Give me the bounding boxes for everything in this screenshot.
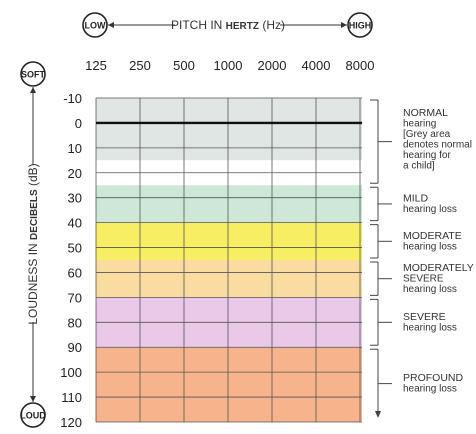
frequency-ticks: 125 250 500 1000 2000 4000 8000	[85, 58, 374, 73]
pitch-axis-title: PITCH IN HERTZ (Hz)	[171, 18, 285, 32]
category-heading: MODERATELY	[403, 262, 474, 274]
high-badge	[347, 12, 373, 38]
x-tick-2000: 2000	[258, 58, 287, 73]
pitch-arrowhead-right	[341, 22, 347, 28]
category-text: hearing loss	[403, 384, 457, 395]
band-6	[96, 347, 362, 422]
y-tick-110: 110	[61, 390, 82, 405]
x-tick-500: 500	[173, 58, 195, 73]
category-text: hearing loss	[403, 241, 457, 252]
x-tick-1000: 1000	[214, 58, 243, 73]
category-text: hearing for	[403, 150, 451, 161]
category-heading: NORMAL	[403, 107, 448, 119]
y-tick-70: 70	[68, 290, 82, 305]
loud-label: LOUD	[20, 411, 46, 421]
y-tick-120: 120	[60, 415, 82, 430]
y-tick--10: -10	[63, 91, 82, 106]
band-2	[96, 185, 362, 223]
category-text: hearing loss	[403, 284, 457, 295]
category-heading: SEVERE	[403, 311, 446, 323]
decibel-ticks: -10 0 10 20 30 40 50 60 70 80 90 100 110 120	[60, 91, 82, 430]
soft-label: SOFT	[21, 70, 46, 80]
category-text: hearing	[403, 119, 436, 130]
low-label: LOW	[85, 21, 106, 31]
loudness-axis-title: LOUDNESS IN DECIBELS (dB)	[26, 163, 40, 324]
band-4	[96, 260, 362, 298]
y-tick-100: 100	[60, 365, 82, 380]
hearing-bands	[96, 98, 362, 422]
y-tick-20: 20	[68, 166, 82, 181]
category-heading: MODERATE	[403, 230, 462, 242]
y-tick-30: 30	[68, 191, 82, 206]
pitch-arrowhead-left	[108, 22, 114, 28]
low-badge	[82, 12, 108, 38]
loudness-arrowhead-top	[30, 87, 36, 93]
pitch-header: LOW HIGH PITCH IN HERTZ (Hz)	[82, 12, 373, 38]
y-tick-80: 80	[68, 315, 82, 330]
band-3	[96, 222, 362, 260]
y-tick-90: 90	[68, 340, 82, 355]
category-text: hearing loss	[403, 204, 457, 215]
x-tick-250: 250	[129, 58, 151, 73]
y-tick-0: 0	[75, 116, 82, 131]
y-tick-10: 10	[68, 141, 82, 156]
loudness-axis: SOFT LOUD LOUDNESS IN DECIBELS (dB)	[20, 61, 46, 428]
category-text: a child]	[403, 161, 435, 172]
loudness-arrowhead-bottom	[30, 396, 36, 402]
soft-badge	[20, 61, 46, 87]
x-tick-8000: 8000	[346, 58, 375, 73]
y-tick-50: 50	[68, 241, 82, 256]
category-heading: MILD	[403, 192, 429, 204]
band-0	[96, 98, 362, 161]
high-label: HIGH	[349, 21, 372, 31]
category-text: denotes normal	[403, 140, 472, 151]
category-text: SEVERE	[403, 273, 444, 284]
category-heading: PROFOUND	[403, 372, 464, 384]
x-tick-4000: 4000	[302, 58, 331, 73]
loud-badge	[20, 402, 46, 428]
category-text: hearing loss	[403, 322, 457, 333]
x-tick-125: 125	[85, 58, 107, 73]
category-text: [Grey area	[403, 129, 451, 140]
y-tick-60: 60	[68, 265, 82, 280]
chart-grid	[95, 97, 362, 423]
y-tick-40: 40	[68, 216, 82, 231]
bracket-arrow	[375, 411, 381, 418]
